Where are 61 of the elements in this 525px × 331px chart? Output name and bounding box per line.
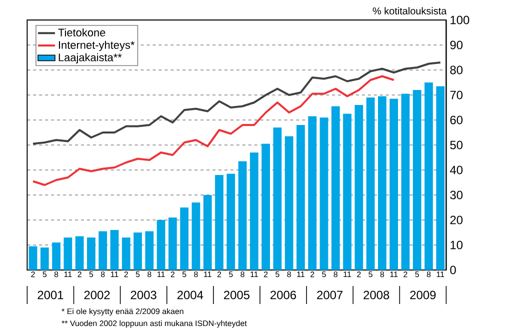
legend-label: Internet-yhteys* <box>58 40 135 52</box>
y-axis-title: % kotitalouksista <box>372 7 447 14</box>
bar <box>378 96 386 270</box>
text: 2005 <box>224 290 250 300</box>
text: 2004 <box>177 290 204 300</box>
y-tick-label: 50 <box>450 140 463 150</box>
bar <box>156 220 166 270</box>
text: 2002 <box>84 290 110 300</box>
bar <box>343 114 352 270</box>
bar <box>273 128 282 270</box>
bar <box>180 208 188 270</box>
bar <box>122 238 130 270</box>
bar <box>436 86 445 270</box>
text: 2003 <box>130 290 156 300</box>
bar <box>134 232 142 270</box>
y-tick-label: 0 <box>450 266 456 274</box>
y-tick-label: 70 <box>450 90 463 100</box>
bar <box>238 161 247 270</box>
text: 2009 <box>410 290 436 300</box>
bar <box>354 105 364 270</box>
bar <box>145 231 154 270</box>
bar <box>215 175 224 270</box>
bar <box>296 125 305 270</box>
bar <box>308 116 317 270</box>
y-tick-label: 40 <box>450 166 463 174</box>
bar <box>192 202 200 270</box>
bar <box>424 82 433 270</box>
bar <box>390 98 398 270</box>
text: 2006 <box>270 290 296 300</box>
y-tick-label: 90 <box>450 40 463 50</box>
bar <box>331 106 340 270</box>
legend-label: Laajakaista** <box>58 53 122 64</box>
y-tick-label: 100 <box>450 16 470 24</box>
line-series <box>32 75 395 186</box>
bar <box>250 152 258 270</box>
bar <box>98 231 108 270</box>
bar <box>366 98 375 270</box>
bar <box>203 195 212 270</box>
y-tick-label: 60 <box>450 116 463 124</box>
bar <box>168 218 177 270</box>
bar <box>226 174 236 270</box>
bar <box>401 94 410 270</box>
bar <box>87 238 96 270</box>
bar <box>52 242 60 270</box>
bar <box>75 236 84 270</box>
bar <box>28 246 38 270</box>
bar <box>110 230 119 270</box>
bar <box>412 90 422 270</box>
bar <box>320 118 328 270</box>
text: 2008 <box>364 290 390 300</box>
bar <box>262 144 270 270</box>
legend-label: Tietokone <box>58 28 106 36</box>
bar <box>40 248 49 270</box>
y-tick-label: 30 <box>450 190 463 200</box>
text: 2001 <box>38 290 64 300</box>
y-tick-label: 20 <box>450 216 463 224</box>
y-tick-label: 10 <box>450 240 463 250</box>
text: 2007 <box>317 290 342 300</box>
bar <box>284 136 294 270</box>
bar <box>64 238 72 270</box>
y-tick-label: 80 <box>450 66 463 74</box>
